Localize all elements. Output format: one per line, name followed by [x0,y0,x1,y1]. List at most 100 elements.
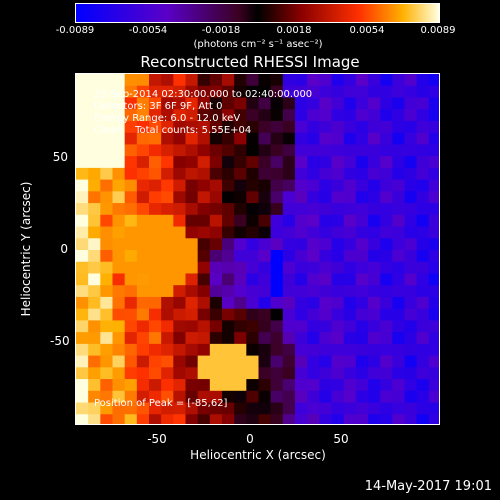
heatmap-cell [319,296,333,310]
heatmap-cell [100,320,114,333]
heatmap-cell [307,120,320,134]
heatmap-cell [76,332,89,345]
heatmap-cell [161,273,174,286]
heatmap-cell [234,74,247,87]
heatmap-cell [355,144,369,157]
heatmap-cell [112,191,126,204]
footer-date: 14-May-2017 19:01 [364,479,492,494]
heatmap-cell [136,402,150,415]
heatmap-cell [282,132,296,145]
heatmap-cell [88,367,101,380]
heatmap-cell [282,390,296,404]
heatmap-cell [319,250,333,263]
heatmap-cell [161,355,174,368]
heatmap-cell [343,402,357,415]
heatmap-cell [307,156,320,169]
heatmap-cell [368,214,381,228]
heatmap-cell [307,226,320,239]
heatmap-cell [100,132,114,145]
heatmap-cell [355,414,369,424]
heatmap-cell [112,343,126,357]
heatmap-cell [246,226,260,239]
heatmap-cell [331,379,345,392]
heatmap-cell [428,273,439,286]
heatmap-cell [136,367,150,380]
annotation-counts: Clean Total counts: 5.55E+04 [94,125,252,136]
heatmap-cell [355,379,369,392]
heatmap-cell [282,414,296,424]
heatmap-cell [161,226,174,239]
heatmap-cell [112,203,126,216]
heatmap-cell [282,238,296,251]
heatmap-cell [76,414,89,424]
heatmap-cell [185,379,199,392]
heatmap-cell [295,250,308,263]
heatmap-cell [222,203,235,216]
heatmap-cell [428,355,439,368]
heatmap-cell [234,414,247,424]
heatmap-cell [282,250,296,263]
heatmap-cell [209,191,223,204]
heatmap-cell [197,367,211,380]
heatmap-cell [197,250,211,263]
heatmap-cell [295,179,308,192]
heatmap-cell [258,109,272,122]
heatmap-cell [222,226,235,239]
heatmap-cell [368,261,381,275]
heatmap-cell [197,226,211,239]
heatmap-cell [331,191,345,204]
heatmap-cell [234,167,247,181]
heatmap-cell [404,97,418,110]
heatmap-cell [428,132,439,145]
heatmap-cell [343,285,357,298]
heatmap-cell [100,285,114,298]
heatmap-cell [149,343,162,357]
heatmap-cell [307,402,320,415]
heatmap-cell [222,261,235,275]
y-axis-label: Heliocentric Y (arcsec) [19,181,33,317]
heatmap-cell [343,203,357,216]
heatmap-cell [331,214,345,228]
heatmap-cell [258,250,272,263]
heatmap-cell [197,85,211,99]
heatmap-cell [319,144,333,157]
heatmap-cell [112,414,126,424]
heatmap-cell [368,355,381,368]
heatmap-cell [295,238,308,251]
colorbar [75,3,440,23]
heatmap-cell [258,214,272,228]
heatmap-cell [282,367,296,380]
heatmap-cell [112,144,126,157]
heatmap-cell [76,203,89,216]
heatmap-cell [88,414,101,424]
heatmap-cell [222,167,235,181]
heatmap-cell [209,390,223,404]
heatmap-cell [258,97,272,110]
heatmap-cell [88,226,101,239]
heatmap-cell [331,167,345,181]
heatmap-cell [136,144,150,157]
heatmap-cell [392,343,406,357]
heatmap-cell [331,390,345,404]
heatmap-cell [343,179,357,192]
heatmap-cell [136,296,150,310]
heatmap-cell [343,132,357,145]
heatmap-cell [246,379,260,392]
heatmap-cell [197,414,211,424]
heatmap-cell [136,261,150,275]
heatmap-cell [185,320,199,333]
heatmap-cell [368,250,381,263]
heatmap-cell [355,120,369,134]
heatmap-cell [404,132,418,145]
heatmap-cell [258,238,272,251]
heatmap-cell [307,414,320,424]
heatmap-cell [331,285,345,298]
heatmap-cell [270,74,284,87]
heatmap-cell [136,203,150,216]
heatmap-cell [404,85,418,99]
heatmap-cell [76,238,89,251]
heatmap-cell [319,367,333,380]
heatmap-cell [173,343,187,357]
heatmap-cell [307,261,320,275]
heatmap-cell [209,379,223,392]
